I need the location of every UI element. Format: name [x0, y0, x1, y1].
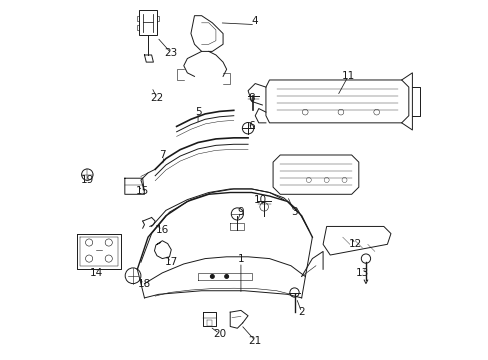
Polygon shape — [139, 10, 157, 35]
Text: 7: 7 — [159, 150, 165, 160]
Text: 4: 4 — [251, 16, 258, 26]
Text: 23: 23 — [164, 48, 178, 58]
Text: 14: 14 — [89, 268, 102, 278]
Circle shape — [210, 275, 214, 278]
Text: 10: 10 — [253, 195, 266, 204]
Circle shape — [224, 275, 228, 278]
Text: 15: 15 — [136, 186, 149, 196]
Text: 5: 5 — [194, 107, 201, 117]
Polygon shape — [272, 155, 358, 194]
Text: 11: 11 — [341, 71, 354, 81]
Text: 22: 22 — [150, 93, 163, 103]
Text: 19: 19 — [81, 175, 94, 185]
Text: 1: 1 — [237, 253, 244, 264]
Text: 3: 3 — [290, 207, 297, 217]
Polygon shape — [190, 16, 223, 51]
Text: 8: 8 — [248, 93, 254, 103]
Text: 6: 6 — [248, 121, 254, 131]
Polygon shape — [265, 80, 408, 123]
Text: 9: 9 — [237, 207, 244, 217]
Text: 13: 13 — [355, 268, 368, 278]
Text: 17: 17 — [164, 257, 178, 267]
Text: 2: 2 — [298, 307, 305, 317]
Polygon shape — [323, 226, 390, 255]
Text: 18: 18 — [138, 279, 151, 289]
Text: 20: 20 — [212, 329, 225, 339]
Text: 21: 21 — [248, 336, 261, 346]
Text: 16: 16 — [155, 225, 169, 235]
Text: 12: 12 — [348, 239, 361, 249]
